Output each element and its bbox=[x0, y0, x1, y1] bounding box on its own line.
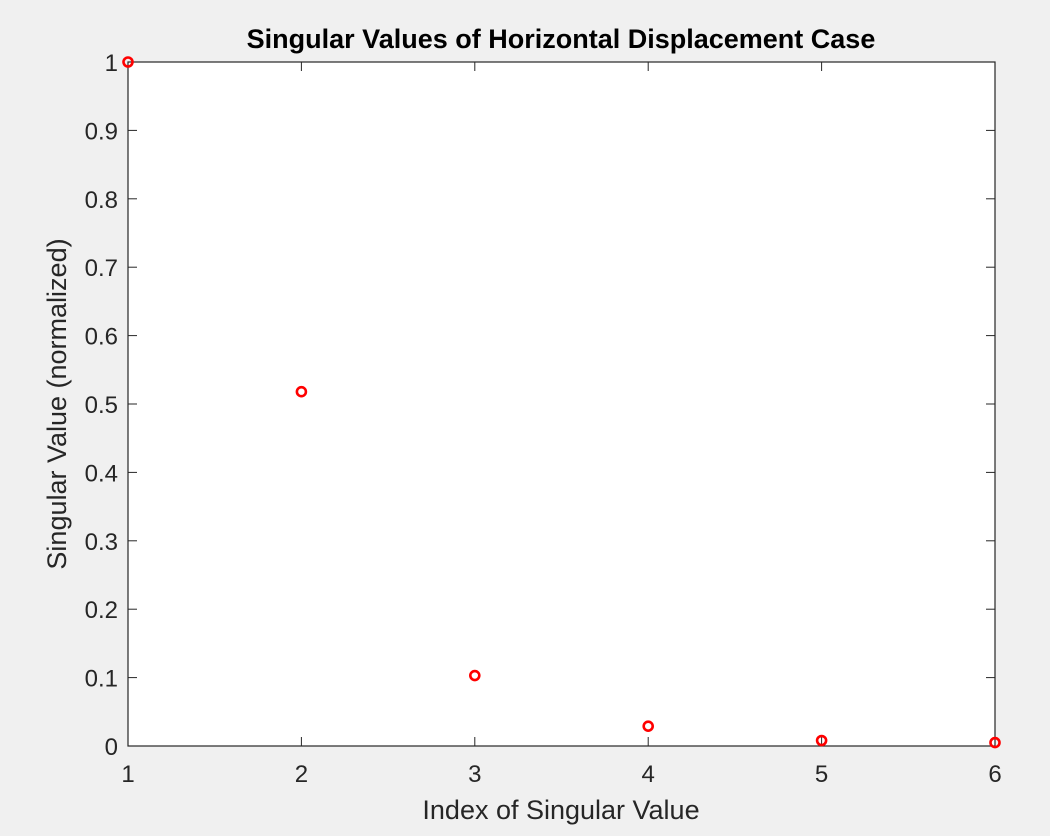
x-tick-label-4: 5 bbox=[815, 761, 828, 788]
y-tick-label-1: 0.1 bbox=[85, 666, 118, 693]
y-tick-label-9: 0.9 bbox=[85, 118, 118, 145]
x-tick-label-3: 4 bbox=[642, 761, 655, 788]
data-points bbox=[122, 56, 1001, 749]
data-point-0-1 bbox=[295, 385, 308, 398]
x-axis-label: Index of Singular Value bbox=[422, 795, 699, 825]
y-axis-ticks: 0 0.1 0.2 0.3 0.4 0.5 0.6 0.7 0.8 0.9 1 bbox=[85, 50, 995, 761]
y-tick-label-5: 0.5 bbox=[85, 392, 118, 419]
y-tick-label-0: 0 bbox=[105, 734, 118, 761]
plot-area bbox=[128, 62, 995, 746]
data-point-0-0 bbox=[122, 56, 134, 68]
chart-title: Singular Values of Horizontal Displaceme… bbox=[247, 24, 876, 54]
x-tick-label-1: 2 bbox=[295, 761, 308, 788]
x-tick-label-0: 1 bbox=[121, 761, 134, 788]
y-tick-label-6: 0.6 bbox=[85, 324, 118, 351]
y-axis-label: Singular Value (normalized) bbox=[42, 238, 72, 569]
y-tick-label-10: 1 bbox=[105, 50, 118, 77]
x-tick-label-5: 6 bbox=[988, 761, 1001, 788]
y-tick-label-4: 0.4 bbox=[85, 460, 118, 487]
y-tick-label-2: 0.2 bbox=[85, 597, 118, 624]
data-point-0-4 bbox=[815, 734, 828, 747]
x-axis-ticks: 1 2 3 4 5 6 bbox=[121, 62, 1002, 788]
data-point-0-3 bbox=[642, 720, 655, 732]
data-point-0-2 bbox=[468, 669, 481, 682]
y-tick-label-3: 0.3 bbox=[85, 529, 118, 556]
y-tick-label-7: 0.7 bbox=[85, 255, 118, 282]
x-tick-label-2: 3 bbox=[468, 761, 481, 788]
data-point-0-5 bbox=[989, 736, 1001, 749]
y-tick-label-8: 0.8 bbox=[85, 187, 118, 214]
